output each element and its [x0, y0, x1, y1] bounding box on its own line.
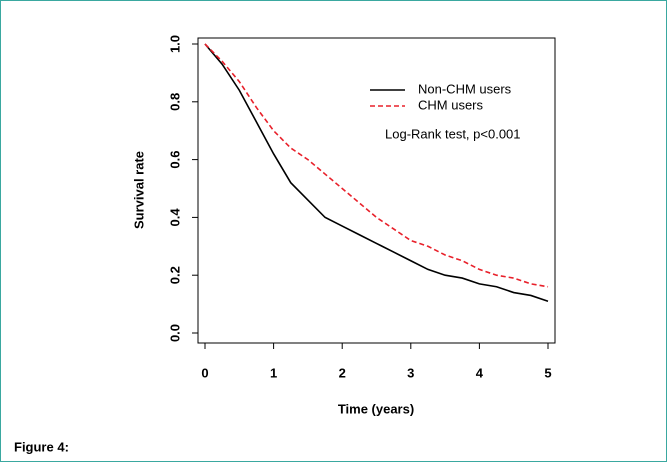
x-axis-label: Time (years)	[338, 401, 414, 416]
y-tick-label: 0.2	[167, 266, 182, 284]
survival-curve	[204, 43, 549, 288]
plot-box	[197, 37, 556, 344]
y-tick-label: 0.0	[167, 324, 182, 342]
x-tick-label: 0	[201, 365, 208, 380]
x-tick-label: 1	[270, 365, 277, 380]
y-tick-label: 0.8	[167, 93, 182, 111]
survival-curve	[204, 43, 549, 302]
x-tick-label: 3	[407, 365, 414, 380]
annotation: Log-Rank test, p<0.001	[385, 126, 521, 141]
y-tick-label: 0.6	[167, 151, 182, 169]
x-tick-label: 2	[339, 365, 346, 380]
legend-label: Non-CHM users	[418, 81, 512, 96]
y-axis-label: Survival rate	[131, 151, 146, 229]
caption: Figure 4:	[14, 439, 69, 454]
legend-label: CHM users	[418, 97, 484, 112]
x-tick-label: 4	[476, 365, 484, 380]
y-tick-label: 1.0	[167, 35, 182, 53]
y-tick-label: 0.4	[167, 208, 182, 227]
x-tick-label: 5	[544, 365, 551, 380]
